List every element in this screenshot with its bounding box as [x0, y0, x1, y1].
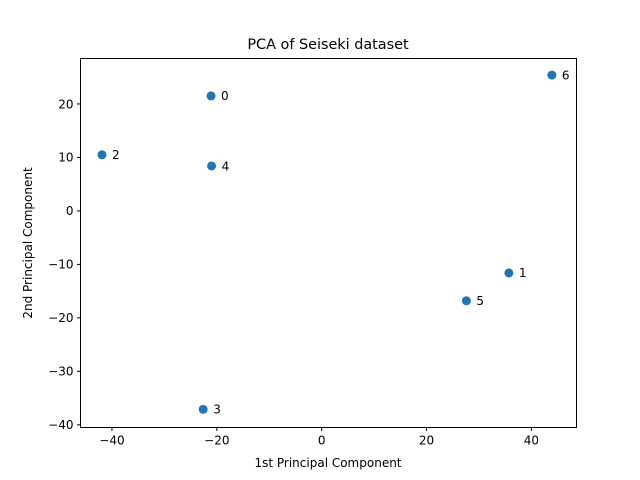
x-axis-label: 1st Principal Component: [254, 456, 401, 470]
point-label-3: 3: [213, 403, 221, 417]
y-tick-label: −40: [48, 418, 73, 432]
y-tick-label: −30: [48, 365, 73, 379]
point-label-0: 0: [221, 89, 229, 103]
x-tick-label: −20: [204, 434, 229, 448]
x-tick-label: 20: [419, 434, 434, 448]
chart-title: PCA of Seiseki dataset: [247, 37, 409, 53]
plot-frame: [80, 58, 577, 428]
data-point-2: [97, 150, 107, 160]
y-tick-label: 0: [66, 204, 74, 218]
point-label-5: 5: [476, 294, 484, 308]
y-tick-label: −20: [48, 311, 73, 325]
point-label-6: 6: [562, 68, 570, 82]
data-point-4: [207, 161, 217, 171]
data-point-6: [547, 70, 557, 80]
x-tick-label: 0: [318, 434, 326, 448]
point-label-4: 4: [222, 159, 230, 173]
data-point-3: [198, 404, 208, 414]
point-label-1: 1: [519, 266, 527, 280]
data-point-1: [504, 268, 514, 278]
point-label-2: 2: [112, 148, 120, 162]
data-point-5: [461, 296, 471, 306]
plot-area: 0 1 2 3 4 5 6: [97, 68, 570, 417]
x-tick-label: −40: [99, 434, 124, 448]
y-tick-label: 10: [58, 151, 73, 165]
y-axis-label: 2nd Principal Component: [21, 167, 35, 319]
y-tick-label: −10: [48, 258, 73, 272]
data-point-0: [206, 91, 216, 101]
x-tick-label: 40: [524, 434, 539, 448]
y-tick-label: 20: [58, 97, 73, 111]
